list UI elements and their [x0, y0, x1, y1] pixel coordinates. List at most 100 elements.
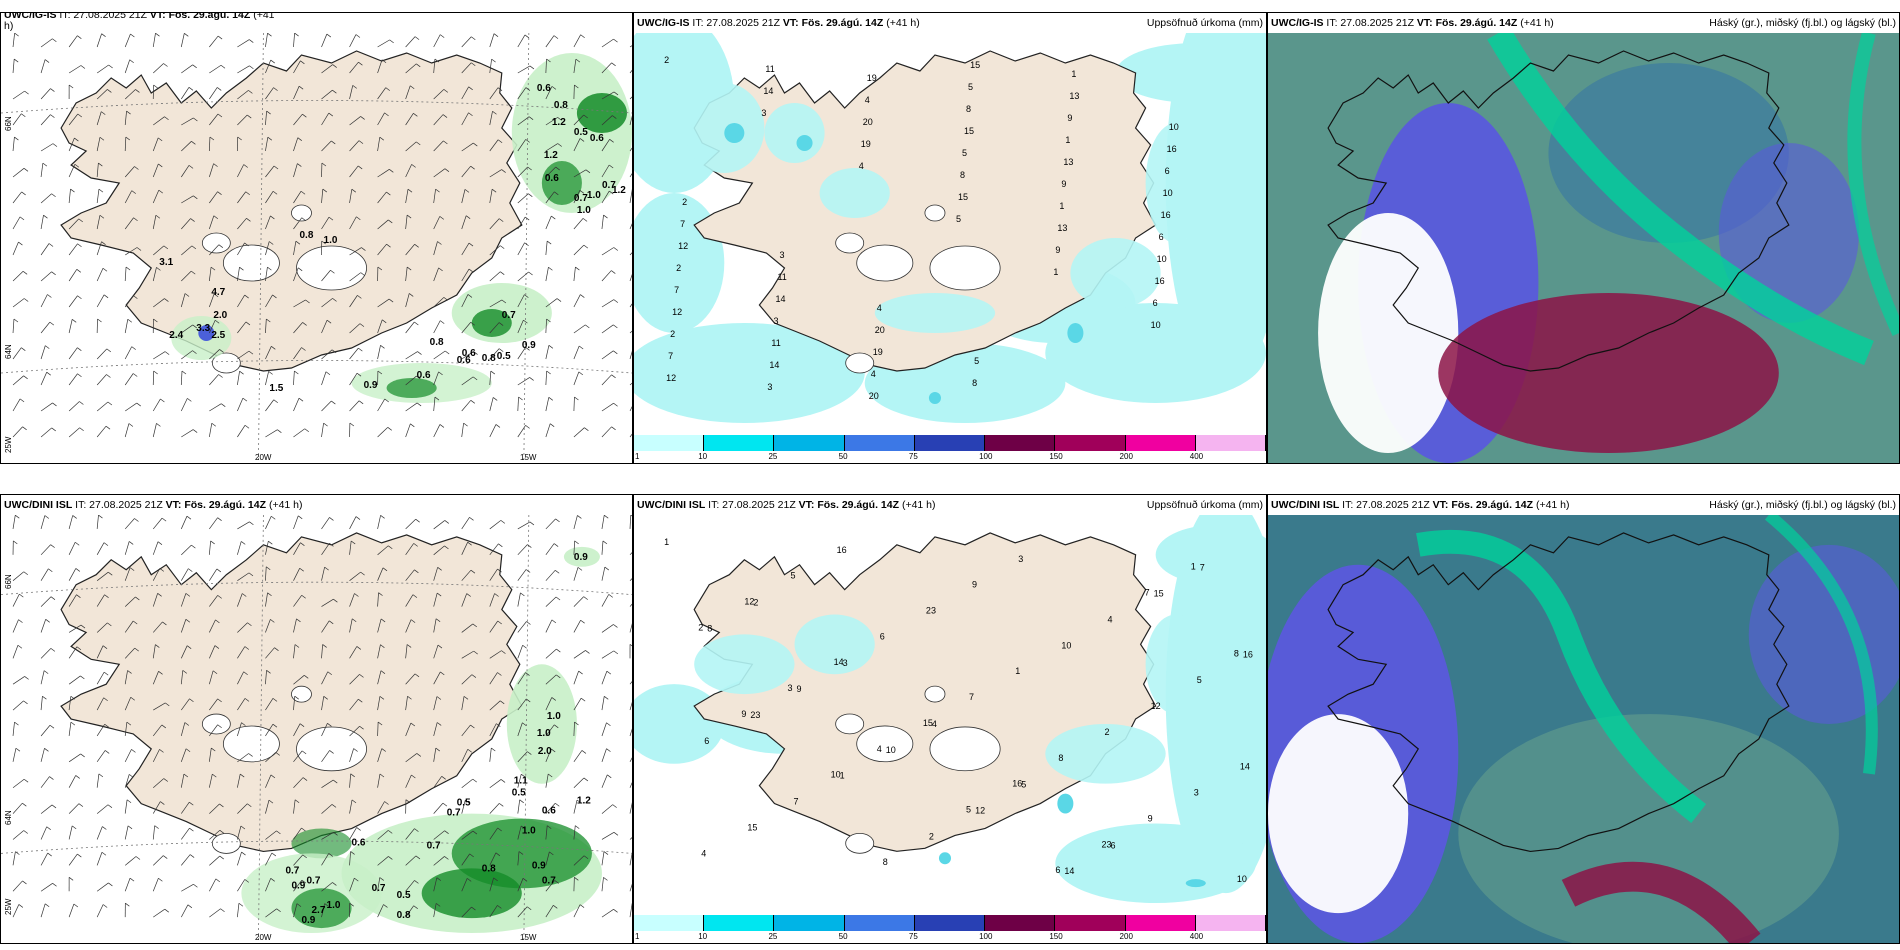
wind-barb-flag	[23, 830, 28, 834]
wind-barb	[153, 778, 165, 788]
wind-barb-flag	[379, 136, 385, 141]
wind-barb-flag	[107, 401, 113, 406]
wind-barb-flag	[217, 698, 222, 703]
value-label: 4	[701, 848, 706, 858]
value-label: 20	[869, 391, 879, 401]
wind-barb	[377, 515, 381, 530]
wind-barb	[237, 90, 249, 100]
wind-barb-flag	[349, 902, 354, 907]
wind-barb	[180, 568, 189, 581]
cloud-map[interactable]	[1268, 515, 1899, 943]
lead-time: (+41 h)	[899, 499, 936, 511]
wind-barb	[293, 267, 299, 282]
wind-barb	[40, 725, 51, 737]
wind-barb	[124, 89, 136, 100]
wind-barb	[153, 702, 166, 711]
wind-barb	[545, 143, 558, 152]
wind-barb-flag	[301, 750, 307, 755]
wind-barb-flag	[554, 570, 560, 574]
wind-barb-flag	[437, 567, 442, 571]
value-label: 1	[1071, 69, 1076, 79]
value-label: 14	[1240, 762, 1250, 772]
cloud-map[interactable]	[1268, 33, 1899, 463]
latitude-line	[1, 840, 632, 854]
wind-barb-flag	[578, 670, 583, 675]
wind-barb-flag	[414, 321, 419, 326]
wind-barb	[265, 592, 268, 607]
wind-barb	[517, 65, 531, 74]
wind-barb	[237, 350, 250, 360]
wind-barb-flag	[102, 904, 108, 908]
wind-barb-flag	[579, 904, 585, 908]
wind-barb	[152, 644, 156, 659]
wind-barb	[629, 701, 632, 711]
wind-barb	[489, 723, 497, 737]
lon-label-25: 25W	[4, 898, 13, 915]
value-label: 3	[1018, 554, 1023, 564]
wind-barb	[321, 517, 330, 530]
wind-barb-flag	[164, 351, 170, 355]
wind-map[interactable]: 0.9 1.0 1.0 2.0 1.1 0.5 0.5 0.7 1.2 0.6 1.0 0.7 0.6 0…	[1, 515, 632, 943]
wind-barb-flag	[270, 619, 275, 623]
field-title: Uppsöfnuð úrkoma (mm)	[1146, 499, 1263, 511]
wind-barb	[545, 371, 548, 386]
wind-barb	[124, 59, 131, 74]
wind-barb	[68, 401, 80, 412]
wind-barb-flag	[557, 117, 562, 121]
wind-barb	[405, 673, 416, 685]
wind-barb-flag	[465, 799, 470, 804]
wind-barb-flag	[557, 143, 562, 147]
value-label: 9	[1067, 113, 1072, 123]
wind-barb	[601, 190, 610, 204]
wind-barb-flag	[129, 59, 134, 64]
wind-barb	[517, 425, 526, 438]
longitude-line	[523, 33, 530, 463]
wind-barb-flag	[495, 852, 501, 857]
wind-barb-flag	[210, 540, 215, 545]
wind-barb	[489, 397, 494, 412]
wind-barb	[489, 348, 500, 360]
wind-barb-flag	[491, 188, 497, 193]
wind-barb-flag	[102, 826, 107, 830]
value-label: 8	[972, 378, 977, 388]
wind-barb-flag	[70, 188, 75, 193]
wind-barb	[125, 247, 138, 256]
wind-barb-flag	[267, 33, 272, 37]
wind-barb	[545, 318, 547, 334]
precip-map[interactable]: 2 3 4 5 1 10 12 14 19 15 9 6 7 11 20 8 13 16 2 3 4 5 1 10 12 14 19…	[634, 33, 1266, 433]
value-label: 0.6	[590, 133, 604, 144]
wind-barb	[321, 140, 332, 152]
wind-barb-flag	[125, 902, 130, 907]
wind-barb	[405, 905, 414, 918]
wind-barb-flag	[578, 345, 584, 350]
precip-area	[874, 293, 996, 333]
wind-barb	[237, 39, 250, 48]
wind-barb	[601, 671, 608, 685]
wind-barb-flag	[380, 618, 386, 623]
precip-map[interactable]: 1 2 3 4 5 6 7 8 9 10 12 14 15 16 23 1 2 3 4 5 6 7 8 9 10 12 14 15 16…	[634, 515, 1266, 913]
wind-barb	[517, 645, 523, 659]
field-blob	[576, 93, 627, 133]
wind-barb	[12, 191, 22, 204]
field-blob	[506, 664, 577, 784]
wind-barb-flag	[295, 240, 301, 245]
value-label: 0.5	[397, 890, 411, 901]
wind-barb	[321, 400, 332, 412]
wind-map[interactable]: 0.6 0.8 1.2 0.5 0.6 1.2 0.7 1.0 0.6 1.2 0.7 1.0 0.8 1…	[1, 33, 632, 463]
wind-barb-flag	[500, 779, 506, 783]
value-label: 0.5	[457, 798, 471, 809]
panel-header: UWC/IG-IS IT: 27.08.2025 21Z VT: Fös. 29…	[1268, 13, 1899, 33]
wind-barb	[12, 347, 22, 360]
wind-barb	[40, 568, 49, 581]
precip-area	[1055, 823, 1256, 904]
wind-barb-flag	[244, 242, 249, 247]
wind-barb	[12, 113, 22, 126]
wind-barb-flag	[248, 572, 254, 577]
wind-barb-flag	[410, 619, 416, 623]
wind-barb	[349, 674, 360, 685]
wind-barb	[124, 567, 131, 581]
wind-barb-flag	[130, 33, 135, 38]
wind-barb	[237, 218, 247, 230]
wind-barb	[40, 193, 52, 204]
value-label: 12	[1151, 701, 1161, 711]
